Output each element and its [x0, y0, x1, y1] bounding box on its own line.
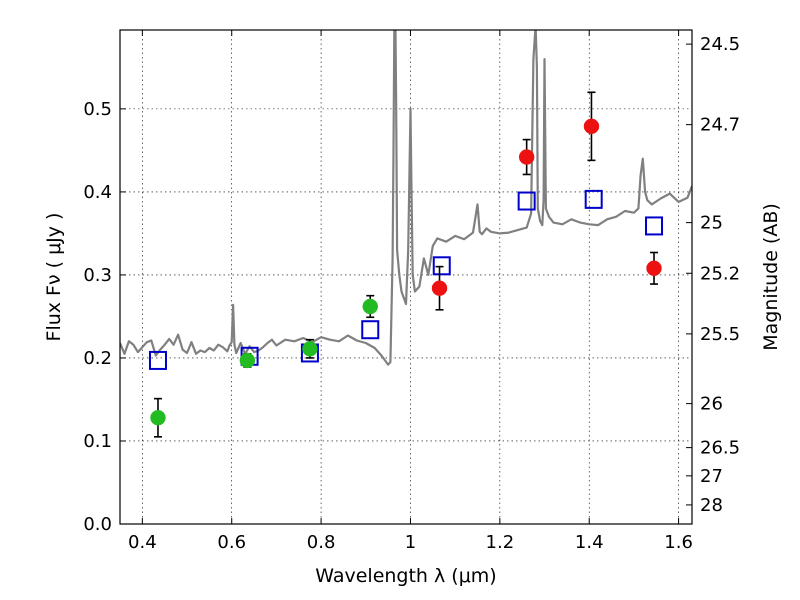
right-tick-label: 25 — [700, 213, 723, 234]
model-flux-square — [148, 350, 167, 370]
x-axis-title: Wavelength λ (μm) — [315, 565, 496, 587]
x-tick-label: 0.6 — [217, 532, 246, 553]
model-flux-square — [584, 189, 603, 209]
right-tick-label: 26.5 — [700, 438, 740, 459]
observed-flux-point — [431, 280, 448, 296]
axis-ticks: 0.4 0.6 0.8 1 1.2 1.4 1.6 0.0 0.1 0.2 0.3 0.4 0.5 24.… — [83, 30, 740, 553]
data-markers — [148, 91, 664, 438]
right-tick-label: 25.2 — [700, 263, 740, 284]
right-tick-label: 28 — [700, 495, 723, 516]
observed-flux-point — [646, 260, 662, 277]
x-tick-label: 1.2 — [486, 532, 515, 553]
observed-flux-point — [583, 118, 600, 135]
y-tick-label: 0.4 — [83, 182, 112, 203]
right-tick-label: 24.5 — [700, 34, 740, 55]
x-tick-label: 0.8 — [307, 532, 336, 553]
observed-flux-point — [302, 341, 318, 357]
y-tick-label: 0.2 — [83, 348, 112, 369]
x-tick-label: 1 — [405, 532, 416, 553]
model-flux-square — [645, 216, 664, 236]
right-tick-label: 26 — [700, 394, 723, 415]
y-tick-label: 0.0 — [83, 514, 112, 535]
spectrum-line — [120, 30, 692, 366]
observed-flux-point — [362, 298, 378, 315]
right-axis-title: Magnitude (AB) — [760, 203, 782, 351]
right-tick-label: 25.5 — [700, 324, 740, 345]
observed-flux-point — [518, 149, 535, 165]
y-tick-label: 0.1 — [83, 431, 112, 452]
y-tick-label: 0.3 — [83, 265, 112, 286]
x-tick-label: 1.6 — [664, 532, 693, 553]
right-tick-label: 24.7 — [700, 115, 740, 136]
right-tick-label: 27 — [700, 466, 723, 487]
model-spectrum — [120, 30, 692, 366]
x-tick-label: 0.4 — [128, 532, 157, 553]
y-tick-label: 0.5 — [83, 99, 112, 120]
observed-flux-point — [239, 352, 256, 369]
plot-frame — [119, 29, 693, 525]
model-flux-square — [361, 320, 380, 340]
observed-flux-point — [150, 409, 166, 426]
model-flux-square — [432, 256, 451, 276]
x-tick-label: 1.4 — [575, 532, 604, 553]
y-axis-title: Flux Fν ( μJy ) — [43, 213, 65, 342]
model-flux-square — [517, 191, 536, 211]
